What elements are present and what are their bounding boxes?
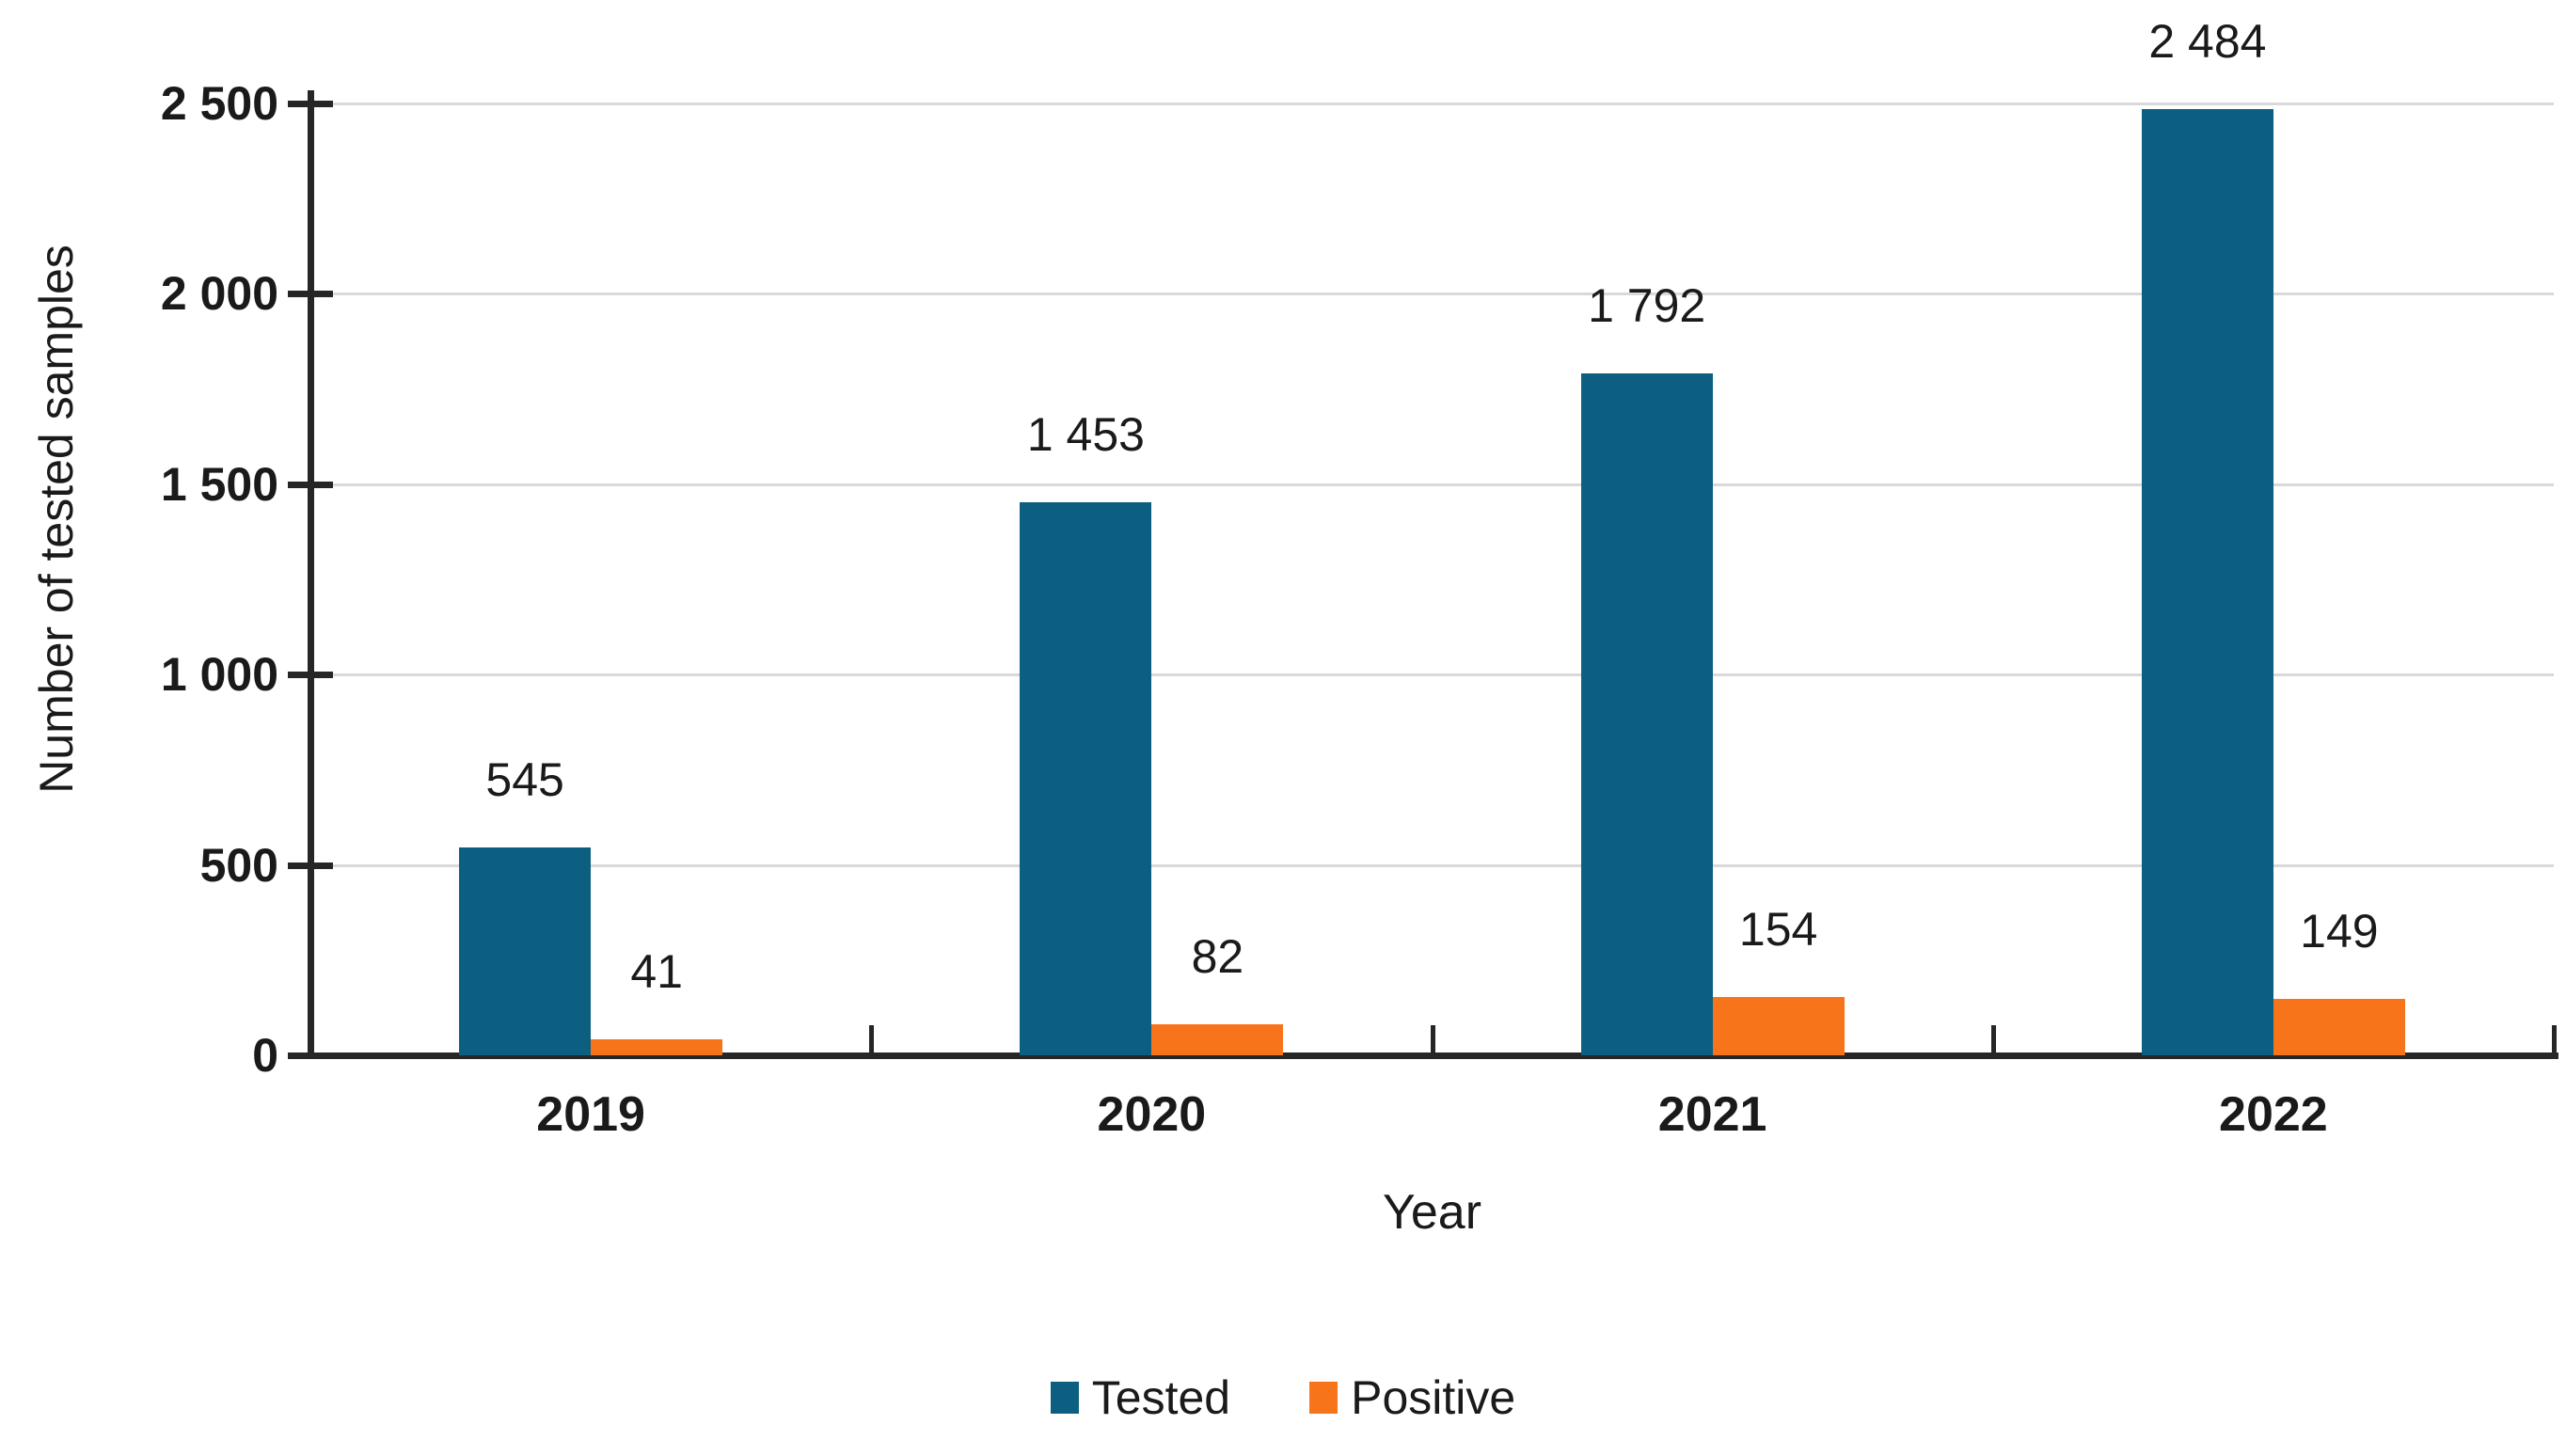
bar-tested-2019 (459, 847, 592, 1055)
gridline-2000 (310, 293, 2554, 296)
bar-positive-2021 (1712, 996, 1845, 1055)
value-label-tested-2019: 545 (485, 753, 564, 807)
legend-swatch-positive (1309, 1382, 1338, 1414)
y-tick-label-2000: 2 000 (160, 267, 278, 321)
value-label-positive-2022: 149 (2300, 904, 2379, 957)
value-label-tested-2021: 1 792 (1588, 278, 1706, 332)
legend-label-positive: Positive (1351, 1371, 1516, 1424)
x-axis-line (308, 1052, 2558, 1059)
x-tick-label-2019: 2019 (536, 1087, 645, 1142)
legend-swatch-tested (1050, 1382, 1079, 1414)
x-tick-1 (869, 1025, 875, 1055)
bar-positive-2019 (591, 1039, 723, 1055)
legend: Tested Positive (0, 1371, 2566, 1424)
legend-entry-positive: Positive (1309, 1371, 1515, 1424)
bar-tested-2022 (2141, 109, 2273, 1055)
bar-positive-2020 (1151, 1023, 1284, 1055)
gridline-500 (310, 863, 2554, 867)
legend-entry-tested: Tested (1050, 1371, 1231, 1424)
bar-tested-2020 (1020, 501, 1152, 1055)
value-label-positive-2021: 154 (1738, 902, 1818, 956)
bar-positive-2022 (2273, 998, 2405, 1055)
legend-label-tested: Tested (1091, 1371, 1231, 1424)
y-axis-line (308, 90, 314, 1059)
value-label-positive-2019: 41 (630, 945, 683, 999)
gridline-2500 (310, 103, 2554, 105)
y-tick-label-1500: 1 500 (160, 457, 278, 511)
y-tick-label-0: 0 (252, 1029, 278, 1082)
gridline-1000 (310, 673, 2554, 677)
y-tick-label-2500: 2 500 (160, 77, 278, 130)
bar-tested-2021 (1580, 372, 1713, 1055)
x-tick-label-2020: 2020 (1097, 1087, 1207, 1142)
x-tick-2 (1430, 1025, 1435, 1055)
x-tick-3 (1990, 1025, 1996, 1055)
y-tick-label-500: 500 (199, 838, 278, 892)
x-axis-title: Year (1382, 1185, 1482, 1240)
value-label-tested-2020: 1 453 (1026, 407, 1145, 461)
x-tick-4 (2552, 1025, 2557, 1055)
gridline-1500 (310, 483, 2554, 486)
x-tick-label-2021: 2021 (1657, 1087, 1767, 1142)
x-tick-label-2022: 2022 (2219, 1087, 2328, 1142)
value-label-positive-2020: 82 (1191, 929, 1244, 983)
y-tick-label-1000: 1 000 (160, 648, 278, 702)
value-label-tested-2022: 2 484 (2148, 15, 2267, 69)
